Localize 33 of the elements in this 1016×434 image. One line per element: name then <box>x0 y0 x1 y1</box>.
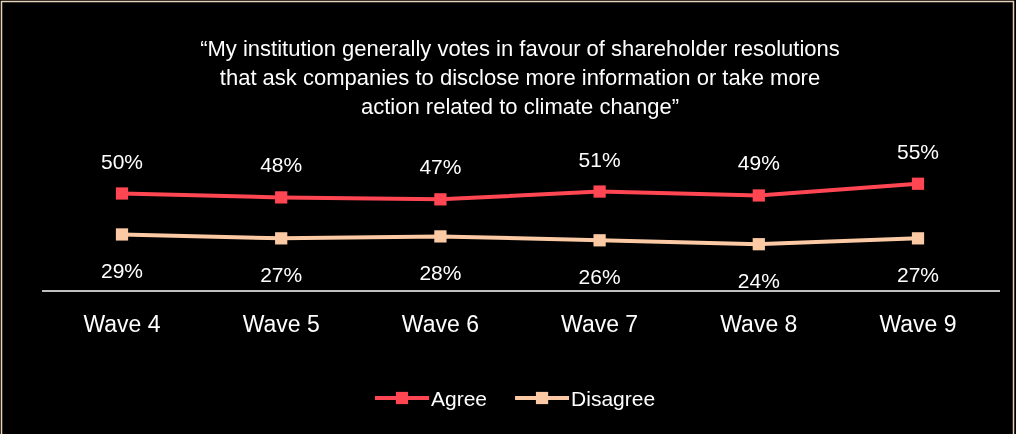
x-tick-label: Wave 5 <box>242 311 320 337</box>
data-label: 51% <box>578 147 621 171</box>
point <box>752 238 765 251</box>
point <box>911 232 925 245</box>
point <box>275 191 288 204</box>
point <box>593 185 606 198</box>
data-label: 50% <box>100 149 144 173</box>
x-tick-label: Wave 9 <box>879 311 957 337</box>
point <box>115 228 129 241</box>
point <box>752 189 765 202</box>
point <box>275 232 288 245</box>
point <box>115 187 129 200</box>
data-label: 28% <box>419 261 462 285</box>
x-tick-label: Wave 7 <box>561 311 639 337</box>
x-tick-label: Wave 4 <box>83 311 161 337</box>
x-tick-label: Wave 8 <box>720 311 798 337</box>
data-label: 49% <box>737 151 780 175</box>
data-label: 26% <box>578 265 621 289</box>
point <box>593 234 606 247</box>
point <box>434 230 447 243</box>
data-label: 55% <box>896 139 940 163</box>
data-label: 27% <box>896 263 940 287</box>
point <box>434 193 447 206</box>
x-tick-label: Wave 6 <box>401 311 479 337</box>
data-label: 47% <box>419 155 462 179</box>
data-label: 29% <box>100 259 144 283</box>
data-label: 24% <box>737 269 780 293</box>
legend-label: Agree <box>431 387 488 410</box>
data-label: 27% <box>260 263 303 287</box>
legend-label: Disagree <box>571 387 656 410</box>
data-label: 48% <box>260 153 303 177</box>
point <box>911 177 925 190</box>
chart-title: “My institution generally votes in favour of shareholder resolutions that ask companies to disclose more information or take more action related to climate change” <box>200 36 840 119</box>
